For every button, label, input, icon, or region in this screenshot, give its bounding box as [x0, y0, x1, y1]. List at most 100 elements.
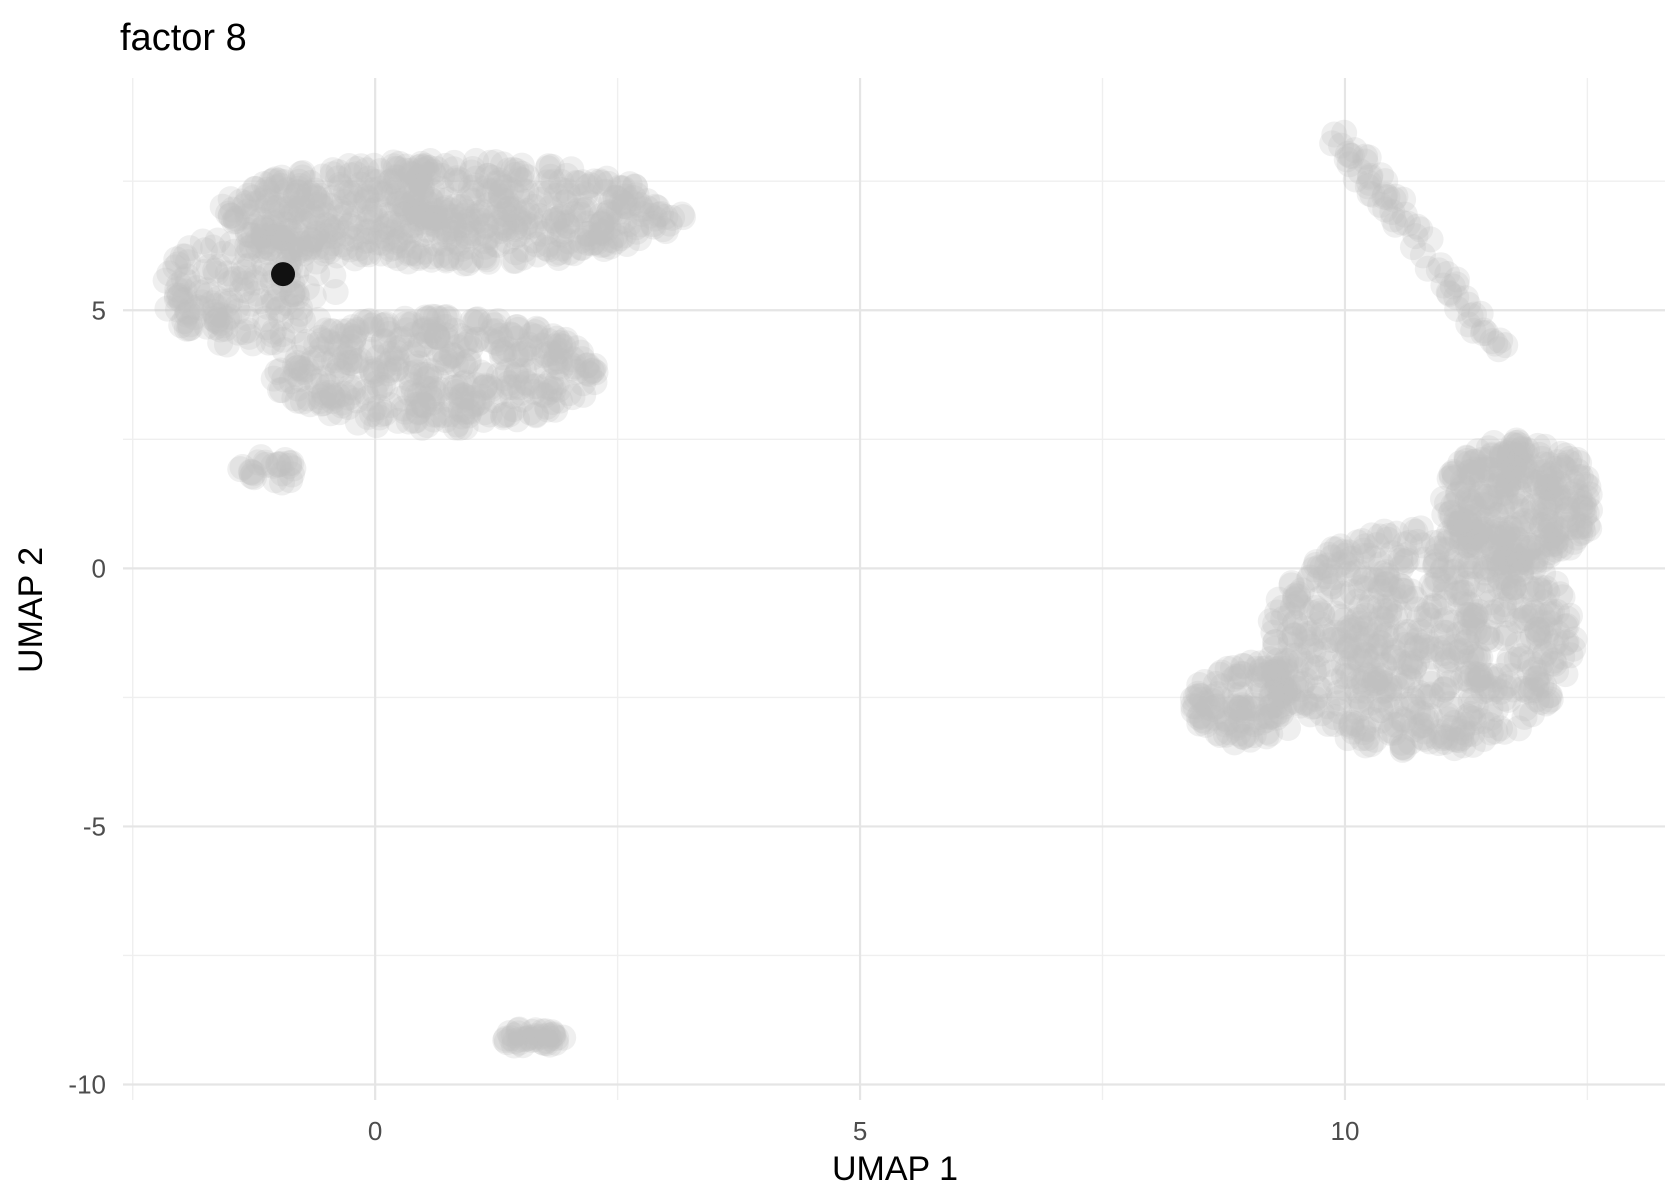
data-point — [501, 202, 528, 229]
data-point — [490, 151, 517, 178]
data-point — [1230, 652, 1257, 679]
data-point — [1362, 633, 1389, 660]
data-point — [494, 336, 521, 363]
data-point — [376, 169, 403, 196]
data-point — [1574, 512, 1601, 539]
data-point — [1356, 169, 1383, 196]
data-point — [1453, 648, 1480, 675]
data-point — [1374, 184, 1401, 211]
data-point — [312, 237, 339, 264]
data-point — [404, 201, 431, 228]
data-point — [1532, 475, 1559, 502]
data-point — [166, 271, 193, 298]
data-point — [1278, 572, 1305, 599]
data-point — [524, 241, 551, 268]
data-point — [1492, 543, 1519, 570]
data-point — [499, 322, 526, 349]
data-point — [1576, 497, 1603, 524]
data-point — [401, 407, 428, 434]
data-point — [1503, 445, 1530, 472]
data-point — [1491, 625, 1518, 652]
data-point — [494, 357, 521, 384]
data-point — [284, 227, 311, 254]
data-point — [517, 399, 544, 426]
data-point — [1482, 330, 1509, 357]
data-point — [1491, 468, 1518, 495]
data-point — [1458, 641, 1485, 668]
data-point — [555, 228, 582, 255]
data-point — [1503, 512, 1530, 539]
data-point — [1494, 549, 1521, 576]
data-point — [235, 221, 262, 248]
data-point — [381, 234, 408, 261]
data-point — [552, 326, 579, 353]
data-point — [508, 341, 535, 368]
data-point — [554, 213, 581, 240]
data-point — [1372, 168, 1399, 195]
data-point — [1386, 544, 1413, 571]
data-point — [1345, 683, 1372, 710]
data-point — [1540, 647, 1567, 674]
data-point — [282, 182, 309, 209]
data-point — [488, 338, 515, 365]
data-point — [1518, 701, 1545, 728]
data-point — [224, 298, 251, 325]
data-point — [222, 205, 249, 232]
data-point — [1459, 644, 1486, 671]
data-point — [1367, 697, 1394, 724]
data-point — [1314, 710, 1341, 737]
data-point — [166, 284, 193, 311]
data-point — [1531, 506, 1558, 533]
data-point — [652, 203, 679, 230]
data-point — [1314, 650, 1341, 677]
data-point — [379, 346, 406, 373]
data-point — [1509, 515, 1536, 542]
data-point — [260, 329, 287, 356]
data-point — [1460, 604, 1487, 631]
data-point — [1464, 497, 1491, 524]
data-point — [550, 333, 577, 360]
data-point — [449, 403, 476, 430]
data-point — [431, 304, 458, 331]
data-point — [270, 168, 297, 195]
data-point — [1355, 144, 1382, 171]
data-point — [1333, 675, 1360, 702]
data-point — [280, 236, 307, 263]
data-point — [1534, 495, 1561, 522]
data-point — [497, 321, 524, 348]
data-point — [253, 314, 280, 341]
data-point — [345, 186, 372, 213]
data-point — [518, 1026, 545, 1053]
data-point — [371, 328, 398, 355]
data-point — [569, 169, 596, 196]
data-point — [423, 380, 450, 407]
data-point — [1333, 146, 1360, 173]
x-axis-ticks: 0 5 10 — [368, 1116, 1360, 1146]
data-point — [1191, 690, 1218, 717]
data-point — [403, 382, 430, 409]
data-point — [1480, 534, 1507, 561]
data-point — [362, 310, 389, 337]
data-point — [1443, 505, 1470, 532]
data-point — [260, 318, 287, 345]
data-point — [419, 389, 446, 416]
data-point — [1339, 578, 1366, 605]
data-point — [250, 171, 277, 198]
data-point — [470, 406, 497, 433]
data-point — [261, 467, 288, 494]
data-point — [523, 315, 550, 342]
data-point — [1457, 543, 1484, 570]
data-point — [1452, 285, 1479, 312]
data-point — [1258, 685, 1285, 712]
data-point — [1483, 502, 1510, 529]
data-point — [457, 174, 484, 201]
data-point — [431, 340, 458, 367]
data-point — [181, 304, 208, 331]
data-point — [300, 204, 327, 231]
data-point — [366, 394, 393, 421]
data-point — [398, 217, 425, 244]
data-point — [1372, 571, 1399, 598]
data-point — [284, 179, 311, 206]
data-point — [452, 219, 479, 246]
